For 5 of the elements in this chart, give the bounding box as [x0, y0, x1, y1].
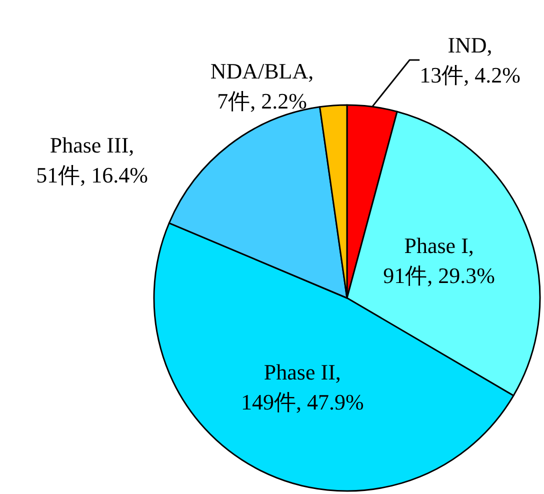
slice-label: Phase II, 149件, 47.9%: [240, 359, 364, 414]
slice-label: Phase III, 51件, 16.4%: [36, 132, 148, 188]
slice-label: IND, 13件, 4.2%: [420, 32, 520, 88]
slice-label: NDA/BLA, 7件, 2.2%: [210, 58, 314, 114]
slice-label: Phase I, 91件, 29.3%: [383, 232, 495, 288]
